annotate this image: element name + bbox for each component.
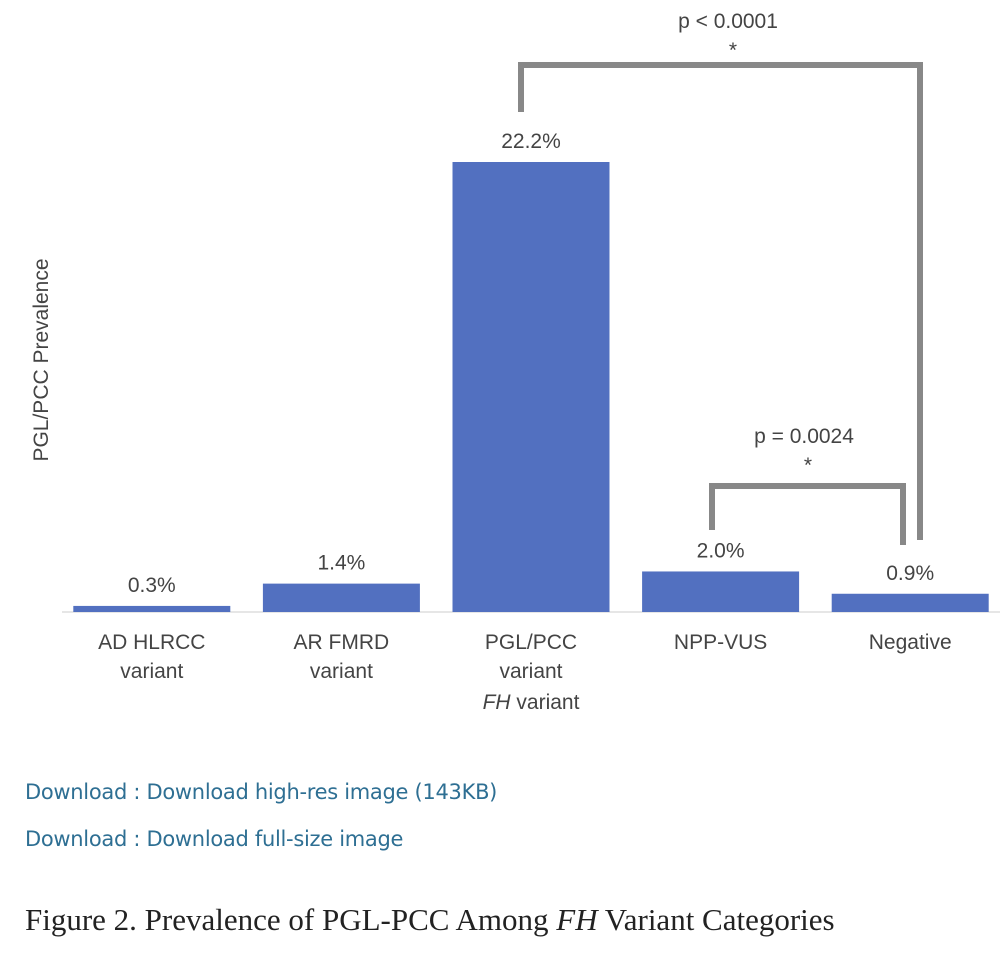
download-link[interactable]: Download : Download full-size image [25, 827, 404, 851]
figure-caption: Figure 2. Prevalence of PGL-PCC Among FH… [25, 902, 835, 938]
x-tick-label: PGL/PCC variant [484, 631, 578, 683]
value-label: 22.2% [501, 130, 561, 153]
value-label: 0.9% [886, 562, 934, 585]
bracket [518, 62, 923, 540]
download-link[interactable]: Download : Download high-res image (143K… [25, 780, 498, 804]
value-label: 2.0% [697, 539, 745, 562]
value-label: 0.3% [128, 574, 176, 597]
annotation: p = 0.0024 [754, 425, 854, 448]
x-tick-label: Negative [868, 631, 952, 654]
group-label-italic: FH [482, 691, 511, 714]
caption-text: Figure 2. Prevalence of PGL-PCC Among [25, 902, 557, 937]
group-label-text: variant [516, 691, 580, 714]
x-tick-label: AR FMRD variant [293, 631, 390, 683]
bar [73, 605, 231, 612]
bar [452, 162, 610, 613]
x-tick-label: AD HLRCC variant [98, 631, 206, 683]
chart: PGL/PCC Prevalence p < 0.0001 * p = 0.00… [30, 10, 1000, 613]
caption-italic: FH [556, 902, 598, 937]
y-axis-label: PGL/PCC Prevalence [30, 258, 53, 461]
x-tick-label: NPP-VUS [673, 631, 768, 654]
bracket [709, 483, 906, 545]
bar [262, 583, 420, 612]
caption-text: Variant Categories [597, 902, 835, 937]
annotation: p < 0.0001 [678, 10, 778, 33]
bar [642, 571, 800, 612]
bar [831, 593, 989, 612]
annotation-mark: * [804, 454, 812, 477]
annotation-mark: * [729, 39, 737, 62]
group-label: FH variant [466, 688, 596, 717]
value-label: 1.4% [317, 552, 365, 575]
